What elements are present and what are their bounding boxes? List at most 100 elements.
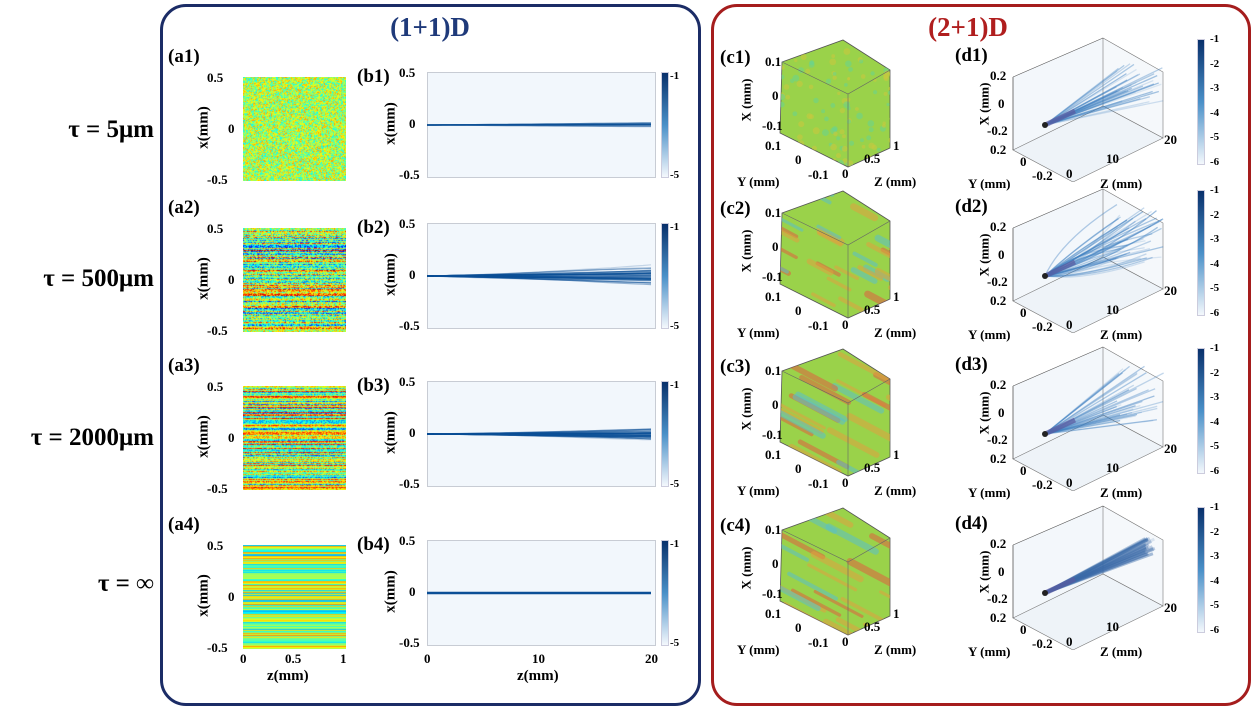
d-zlabel: Z (mm) <box>1100 485 1143 500</box>
c-xtick: 0.1 <box>765 205 782 220</box>
texture-speck <box>808 61 815 68</box>
texture-speck <box>780 157 785 163</box>
texture-streak <box>780 407 826 439</box>
texture-speck <box>839 129 845 135</box>
c-ytick: -0.1 <box>808 318 829 333</box>
colorbar-tick: -6 <box>1210 306 1220 319</box>
beam-trajectory <box>427 428 652 435</box>
intensity-colorbar-3d <box>1197 39 1205 165</box>
beam-trajectory <box>427 275 652 280</box>
beam-intensity-plot <box>427 381 656 487</box>
top-edge <box>1012 346 1104 387</box>
c-ytick: 0 <box>795 461 802 476</box>
a-xtick: 0.5 <box>285 651 302 666</box>
c-zlabel: Z (mm) <box>874 483 917 498</box>
texture-speck <box>798 121 805 128</box>
texture-streak <box>808 191 835 197</box>
colorbar-tick: -5 <box>1210 440 1220 452</box>
colorbar-tick: -3 <box>1210 82 1220 94</box>
d-xtick: 0 <box>998 247 1005 262</box>
texture-streak <box>813 590 864 618</box>
colorbar-tick: -1 <box>670 221 680 233</box>
texture-speck <box>882 40 889 41</box>
floor-plane <box>1012 256 1164 333</box>
texture-speck <box>831 54 836 59</box>
colorbar-tick: -4 <box>1210 106 1220 119</box>
row-label: τ = 5μm <box>68 116 154 143</box>
d-ztick: 0 <box>1066 475 1073 490</box>
d-xtick: 0.2 <box>990 377 1007 392</box>
c-xlabel: X (mm) <box>738 546 754 590</box>
beam-3d-plot <box>1012 188 1164 333</box>
texture-speck <box>888 137 890 143</box>
d-ylabel: Y (mm) <box>968 485 1011 500</box>
right-panel-frame <box>711 4 1251 706</box>
a-ytick: 0 <box>228 589 235 604</box>
texture-speck <box>817 43 821 47</box>
a-ylabel: x(mm) <box>195 106 212 149</box>
texture-speck <box>845 60 852 67</box>
d-ytick: 0.2 <box>990 610 1007 625</box>
d-ztick: 10 <box>1106 302 1119 317</box>
texture-speck <box>881 41 888 47</box>
colorbar-tick: -5 <box>1210 599 1220 611</box>
texture-speck <box>855 107 859 111</box>
texture-speck <box>863 40 870 47</box>
texture-speck <box>877 147 881 152</box>
d-ztick: 0 <box>1066 166 1073 181</box>
a-ytick: -0.5 <box>207 172 228 187</box>
beam-trajectory <box>427 275 652 284</box>
d-ztick: 0 <box>1066 317 1073 332</box>
colorbar-tick: -3 <box>1210 550 1220 562</box>
d-xtick: 0.2 <box>990 68 1007 83</box>
c-ytick: -0.1 <box>808 476 829 491</box>
texture-speck <box>867 120 875 127</box>
texture-speck <box>839 108 845 114</box>
beam-trajectory <box>427 275 652 278</box>
texture-speck <box>786 160 791 165</box>
d-ylabel: Y (mm) <box>968 644 1011 659</box>
c-ztick: 1 <box>893 138 900 153</box>
texture-streak <box>780 226 800 243</box>
intensity-colorbar <box>661 540 669 646</box>
texture-streak <box>785 360 838 392</box>
d-xtick: 0.2 <box>990 536 1007 551</box>
texture-speck <box>846 97 851 102</box>
texture-speck <box>859 59 864 64</box>
beam-trajectory <box>427 273 652 277</box>
texture-speck <box>833 131 838 136</box>
intensity-colorbar <box>661 72 669 178</box>
c-ztick: 0.5 <box>864 619 881 634</box>
a-xtick: 1 <box>340 651 347 666</box>
d-zlabel: Z (mm) <box>1100 176 1143 191</box>
texture-speck <box>842 134 846 139</box>
texture-speck <box>883 74 889 80</box>
texture-streak <box>780 191 788 192</box>
c-ytick: -0.1 <box>808 635 829 650</box>
texture-speck <box>856 112 863 120</box>
d-ytick: 0 <box>1020 154 1027 169</box>
texture-speck <box>873 78 877 82</box>
texture-streak <box>852 251 878 267</box>
panel-label-b: (b1) <box>357 66 390 87</box>
beam-filament <box>1044 226 1158 277</box>
d-xtick: 0 <box>998 405 1005 420</box>
left-panel-title: (1+1)D <box>390 12 470 42</box>
texture-speck <box>790 143 797 149</box>
floor-plane <box>1012 414 1164 491</box>
panel-label-a: (a3) <box>168 355 200 376</box>
texture-speck <box>847 160 854 167</box>
panel-label-d: (d2) <box>955 196 988 217</box>
texture-streak <box>816 224 842 240</box>
d-ylabel: Y (mm) <box>968 327 1011 342</box>
texture-speck <box>873 90 878 95</box>
a-xlabel: z(mm) <box>267 668 309 684</box>
b-ylabel: x(mm) <box>382 411 399 454</box>
c-xtick: -0.1 <box>762 118 783 133</box>
texture-speck <box>884 156 890 162</box>
refractive-index-map <box>243 545 346 649</box>
texture-speck <box>884 48 890 55</box>
intensity-colorbar-3d <box>1197 507 1205 633</box>
beam-trajectory <box>427 433 652 438</box>
c-ytick: 0 <box>795 152 802 167</box>
